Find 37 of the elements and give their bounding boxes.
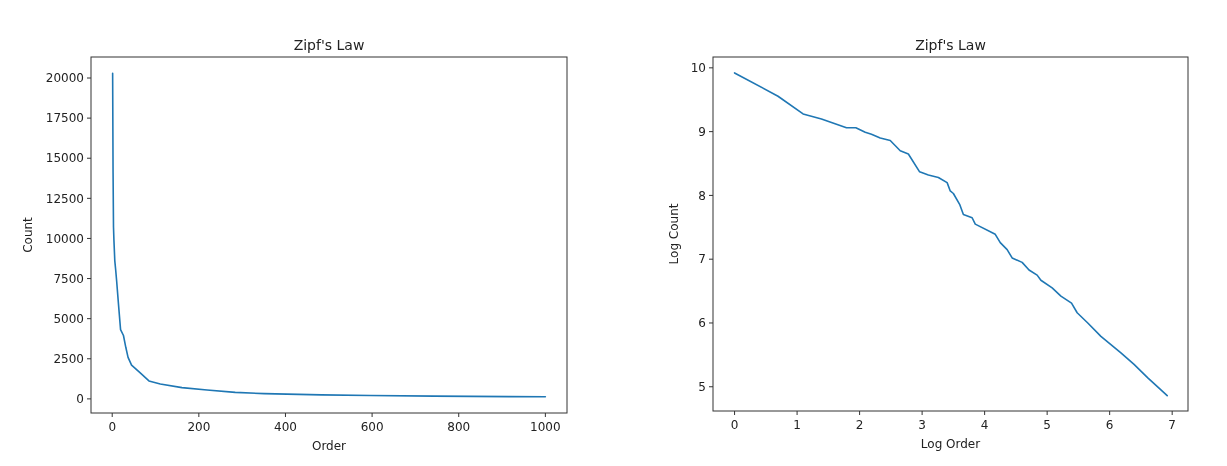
y-tick-label: 15000 <box>45 151 84 166</box>
y-axis-title: Count <box>21 216 35 253</box>
chart-title: Zipf's Law <box>915 37 986 53</box>
y-tick-label: 2500 <box>53 351 84 366</box>
x-axis-title: Order <box>311 439 347 453</box>
y-tick-label: 5 <box>698 379 706 394</box>
chart-title: Zipf's Law <box>293 37 365 53</box>
x-axis-title: Log Order <box>920 437 981 451</box>
x-tick-label: 1 <box>793 418 801 432</box>
y-tick-label: 7 <box>698 252 706 267</box>
y-tick-label: 6 <box>698 316 706 331</box>
x-tick-label: 7 <box>1168 418 1176 432</box>
y-tick-label: 10 <box>690 61 706 76</box>
x-tick-label: 200 <box>187 420 211 434</box>
y-tick-label: 0 <box>76 392 84 407</box>
y-tick-label: 7500 <box>53 271 84 286</box>
x-tick-label: 800 <box>447 420 471 434</box>
x-tick-label: 2 <box>855 418 864 432</box>
x-tick-label: 0 <box>730 418 739 432</box>
y-tick-label: 8 <box>698 188 706 203</box>
x-tick-label: 600 <box>360 420 384 434</box>
y-tick-label: 10000 <box>45 231 84 246</box>
x-tick-label: 5 <box>1043 418 1051 432</box>
y-tick-label: 9 <box>698 124 706 139</box>
x-tick-label: 6 <box>1105 418 1114 432</box>
line-series <box>733 72 1168 397</box>
x-tick-label: 400 <box>274 420 297 434</box>
x-tick-label: 4 <box>980 418 989 432</box>
y-tick-label: 12500 <box>45 191 84 206</box>
y-axis-title: Log Count <box>667 203 681 265</box>
x-tick-label: 0 <box>108 420 117 434</box>
x-tick-label: 3 <box>918 418 926 432</box>
x-tick-label: 1000 <box>530 420 561 434</box>
y-tick-label: 5000 <box>53 311 84 326</box>
y-tick-label: 20000 <box>45 71 84 86</box>
y-tick-label: 17500 <box>45 111 84 126</box>
line-series <box>111 72 547 398</box>
